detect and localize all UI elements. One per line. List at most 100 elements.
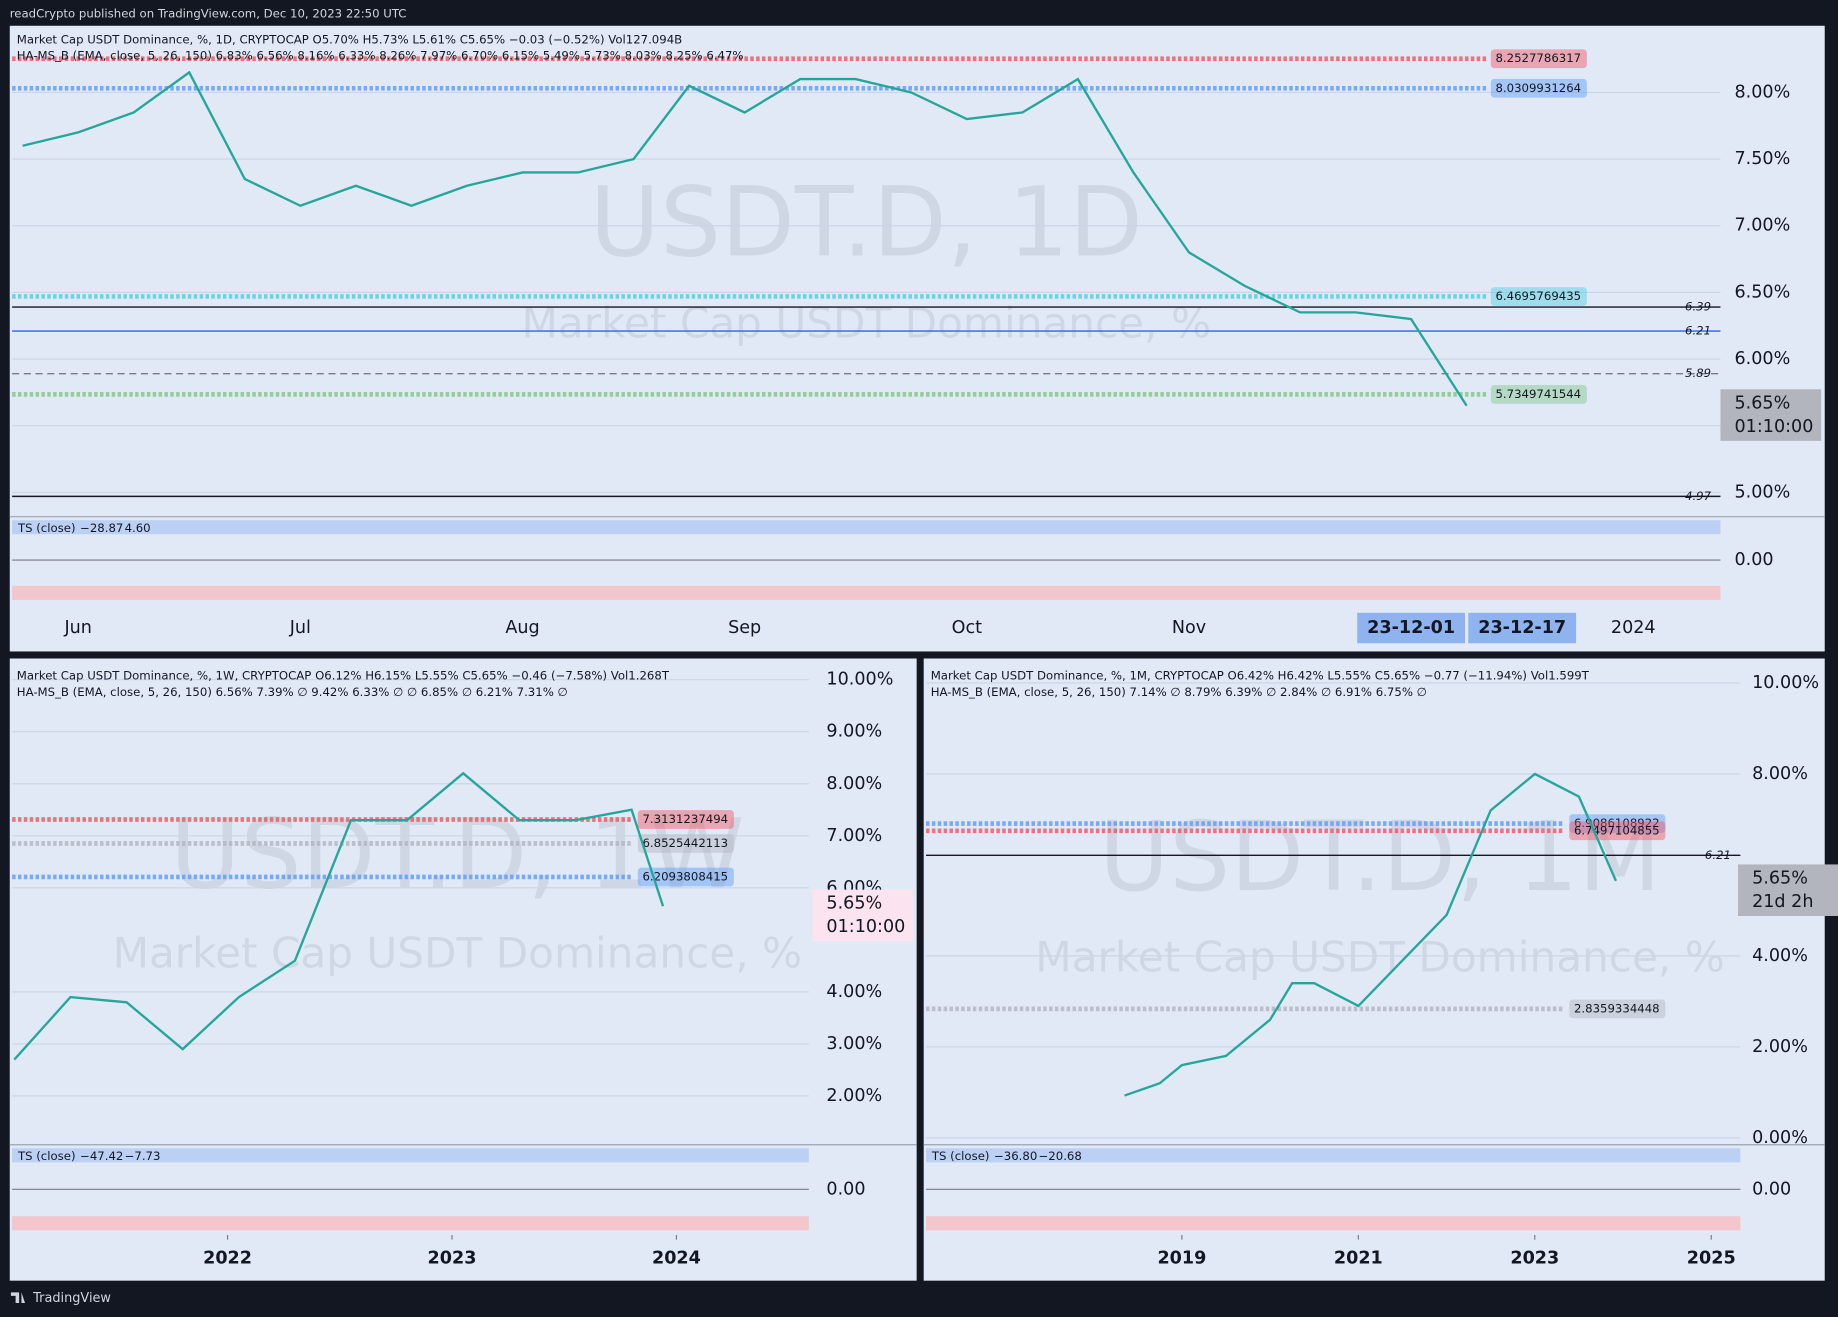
watermark: USDT.D, 1M xyxy=(1099,801,1661,913)
osc-legend: TS (close) xyxy=(17,1149,76,1163)
footer: TradingView xyxy=(32,1291,111,1306)
osc-band xyxy=(12,1148,809,1163)
y-tick-label: 4.00% xyxy=(826,982,882,1002)
level-label: 5.89 xyxy=(1685,366,1711,380)
y-tick-label: 10.00% xyxy=(1752,673,1819,693)
x-tick-label: Jun xyxy=(63,618,91,638)
last-price: 5.65% xyxy=(1735,393,1791,413)
y-tick-label: 8.00% xyxy=(826,774,882,794)
countdown: 01:10:00 xyxy=(1735,417,1814,437)
y-tick-label: 8.00% xyxy=(1735,82,1791,102)
level-label: 6.39 xyxy=(1685,300,1711,314)
last-price-box xyxy=(1738,864,1838,916)
watermark-subtitle: Market Cap USDT Dominance, % xyxy=(113,929,802,978)
x-tick-label: 2019 xyxy=(1157,1248,1206,1268)
y-tick-label: 4.00% xyxy=(1752,946,1808,966)
osc-legend: TS (close) xyxy=(931,1149,990,1163)
panel xyxy=(923,658,1825,1281)
level-label: 6.21 xyxy=(1705,848,1731,862)
x-tick-label: 2024 xyxy=(1611,618,1656,638)
x-tick-label: Nov xyxy=(1172,618,1206,638)
osc-band xyxy=(926,1216,1741,1231)
legend: HA-MS_B (EMA, close, 5, 26, 150) 6.56% 7… xyxy=(17,685,568,699)
osc-band xyxy=(12,1216,809,1231)
countdown: 21d 2h xyxy=(1752,892,1813,912)
price-label: 7.3131237494 xyxy=(642,812,728,826)
legend: HA-MS_B (EMA, close, 5, 26, 150) 6.83% 6… xyxy=(17,49,744,63)
y-tick-label: 3.00% xyxy=(826,1034,882,1054)
price-label: 6.9086108922 xyxy=(1574,816,1660,830)
osc-legend-value: −36.80 xyxy=(994,1149,1037,1163)
y-tick-label: 7.00% xyxy=(826,826,882,846)
y-tick-label: 6.00% xyxy=(1735,349,1791,369)
y-tick-label: 2.00% xyxy=(826,1086,882,1106)
price-label-box xyxy=(1490,385,1587,404)
price-label: 2.8359334448 xyxy=(1574,1001,1660,1015)
watermark: USDT.D, 1D xyxy=(590,166,1143,278)
y-tick-label: 2.00% xyxy=(1752,1037,1808,1057)
legend: HA-MS_B (EMA, close, 5, 26, 150) 7.14% ∅… xyxy=(931,685,1427,699)
osc-tick-label: 0.00 xyxy=(1752,1179,1791,1199)
price-label: 6.7497104855 xyxy=(1574,823,1660,837)
x-tick-label: 23-12-17 xyxy=(1478,618,1566,638)
osc-legend-value: −20.68 xyxy=(1039,1149,1082,1163)
x-highlight xyxy=(1357,612,1466,644)
y-tick-label: 0.00% xyxy=(1752,1128,1808,1148)
x-tick-label: 2023 xyxy=(428,1248,477,1268)
osc-legend: TS (close) xyxy=(17,521,76,535)
x-tick-label: 2023 xyxy=(1510,1248,1559,1268)
countdown: 01:10:00 xyxy=(826,917,905,937)
panel xyxy=(9,25,1825,652)
price-label: 6.8525442113 xyxy=(642,836,728,850)
price-line xyxy=(22,70,1468,407)
panel xyxy=(9,658,917,1281)
last-price-box xyxy=(812,889,914,942)
y-tick-label: 7.50% xyxy=(1735,149,1791,169)
x-tick-label: 23-12-01 xyxy=(1367,618,1455,638)
y-tick-label: 8.00% xyxy=(1752,764,1808,784)
legend: Market Cap USDT Dominance, %, 1D, CRYPTO… xyxy=(17,32,682,46)
logo xyxy=(10,1292,25,1303)
price-label: 8.0309931264 xyxy=(1495,81,1581,95)
x-tick-label: 2024 xyxy=(652,1248,701,1268)
price-label-box xyxy=(1490,78,1587,98)
x-tick-label: 2022 xyxy=(203,1248,252,1268)
y-tick-label: 9.00% xyxy=(826,722,882,742)
x-tick-label: Jul xyxy=(289,618,311,638)
legend: Market Cap USDT Dominance, %, 1M, CRYPTO… xyxy=(931,669,1590,683)
price-label: 8.2527786317 xyxy=(1495,51,1581,65)
last-price: 5.65% xyxy=(1752,868,1808,888)
osc-tick-label: 0.00 xyxy=(1735,550,1774,570)
x-tick-label: Aug xyxy=(505,618,539,638)
price-line xyxy=(1124,772,1618,1097)
level-label: 4.97 xyxy=(1685,489,1712,503)
level-label: 6.21 xyxy=(1685,324,1711,338)
price-label-box xyxy=(1569,821,1666,841)
osc-band xyxy=(926,1148,1741,1163)
osc-legend-value: 4.60 xyxy=(125,521,151,535)
price-label: 6.4695769435 xyxy=(1495,289,1581,303)
watermark-subtitle: Market Cap USDT Dominance, % xyxy=(522,298,1212,347)
osc-band xyxy=(12,585,1721,600)
price-label: 6.2093808415 xyxy=(642,869,728,883)
price-label-box xyxy=(637,810,734,829)
x-tick-label: Sep xyxy=(728,618,761,638)
last-price: 5.65% xyxy=(826,894,882,914)
osc-legend-value: −28.87 xyxy=(80,521,123,535)
y-tick-label: 6.50% xyxy=(1735,282,1791,302)
y-tick-label: 10.00% xyxy=(826,670,893,690)
price-line xyxy=(13,771,665,1061)
price-label-box xyxy=(1569,999,1666,1019)
x-highlight xyxy=(1468,612,1577,644)
price-label-box xyxy=(1490,49,1587,69)
price-label: 5.7349741544 xyxy=(1495,387,1581,401)
price-label-box xyxy=(637,834,734,853)
osc-band xyxy=(12,520,1721,535)
legend: Market Cap USDT Dominance, %, 1W, CRYPTO… xyxy=(17,669,670,683)
price-label-box xyxy=(637,867,734,887)
y-tick-label: 7.00% xyxy=(1735,216,1791,236)
x-tick-label: 2021 xyxy=(1334,1248,1383,1268)
y-tick-label: 5.00% xyxy=(1735,482,1791,502)
x-tick-label: Oct xyxy=(952,618,982,638)
